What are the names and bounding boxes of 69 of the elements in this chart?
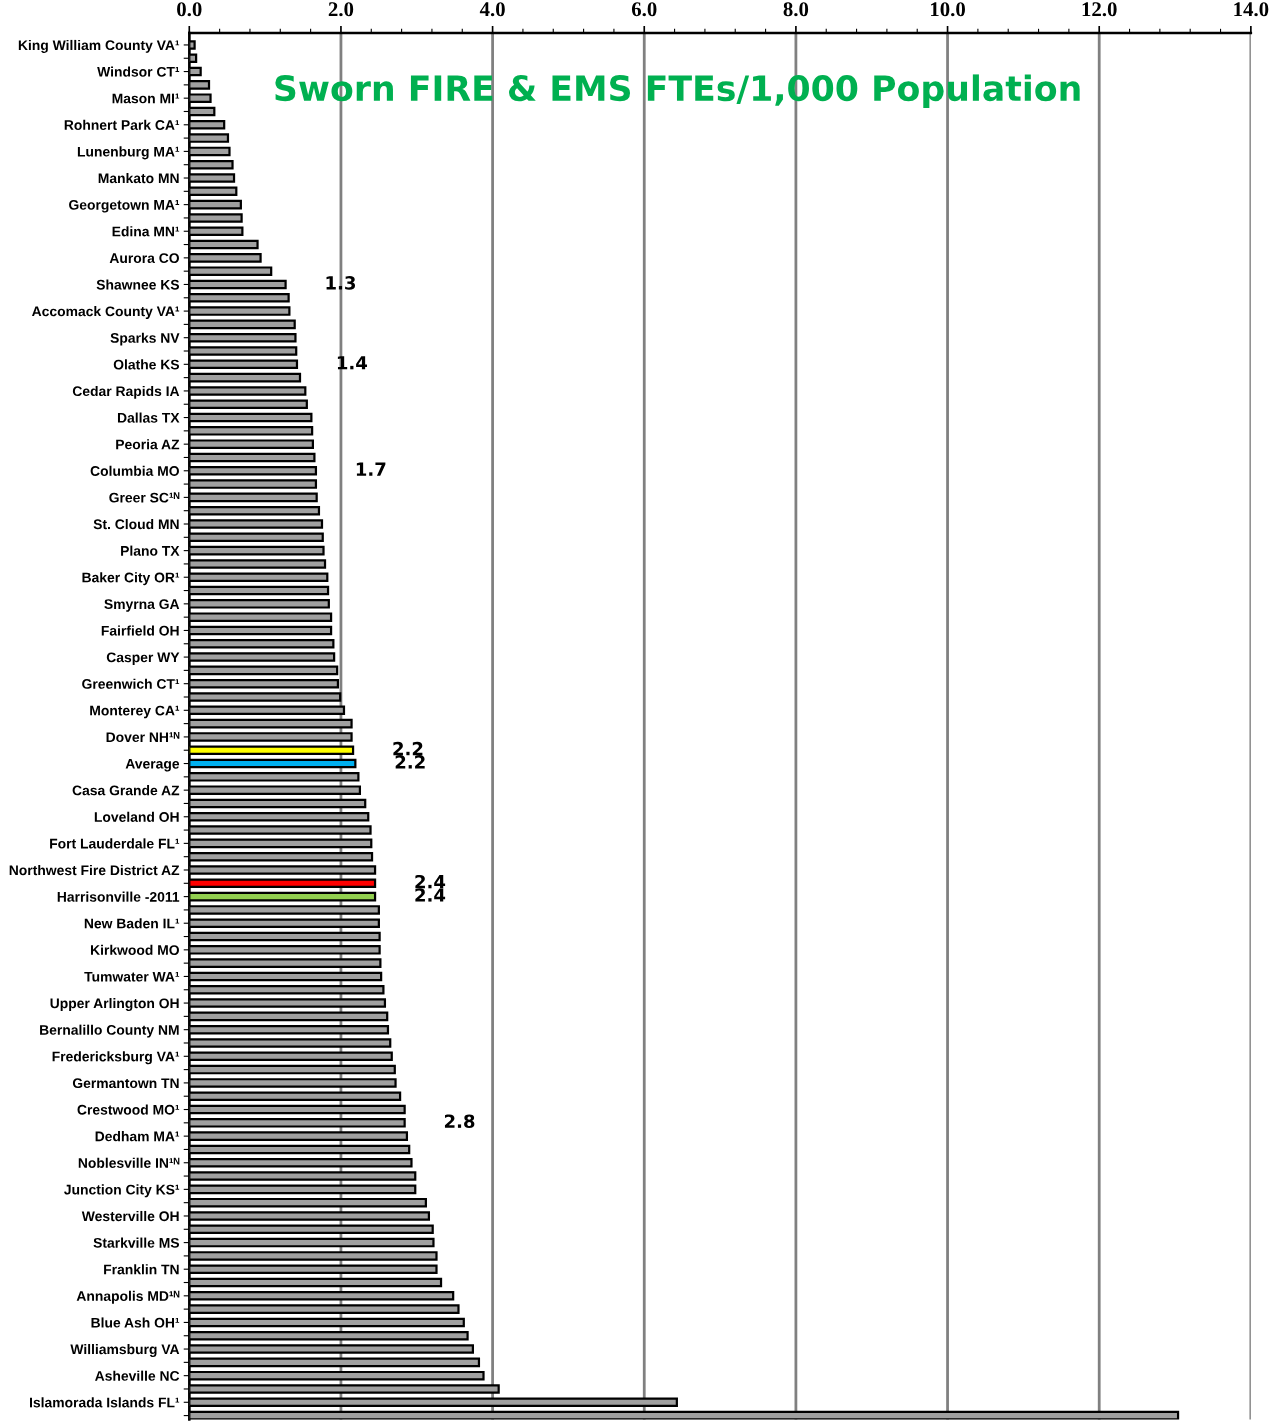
y-tick-label: Windsor CT¹ bbox=[97, 66, 180, 77]
y-tick-label: Annapolis MD¹ᴺ bbox=[76, 1290, 180, 1304]
y-tick-label: Williamsburg VA bbox=[70, 1344, 180, 1358]
y-tick-label: Islamorada Islands FL¹ bbox=[30, 1397, 180, 1408]
x-tick-label: 6.0 bbox=[631, 2, 657, 17]
y-tick-label: Crestwood MO¹ bbox=[77, 1104, 180, 1115]
y-tick-label: Harrisonville -2011 bbox=[57, 891, 180, 902]
y-tick-label: Fredericksburg VA¹ bbox=[52, 1051, 180, 1065]
y-tick-label: Greenwich CT¹ bbox=[82, 678, 180, 689]
data-label: 1.4 bbox=[337, 356, 368, 370]
text: Sworn FIRE & EMS FTEs/1,000 Population bbox=[275, 74, 1080, 109]
y-tick-label: Germantown TN bbox=[72, 1078, 179, 1089]
y-tick-label: Bernalillo County NM bbox=[40, 1024, 179, 1038]
y-tick-label: Smyrna GA bbox=[104, 599, 180, 612]
y-tick-label: King William County VA¹ bbox=[18, 39, 180, 53]
y-tick-label: Dallas TX bbox=[117, 412, 180, 423]
y-tick-label: Dedham MA¹ bbox=[95, 1131, 180, 1142]
y-tick-label: Loveland OH bbox=[94, 811, 179, 822]
y-tick-label: Peoria AZ bbox=[116, 439, 180, 450]
y-tick-label: Greer SC¹ᴺ bbox=[109, 492, 180, 503]
y-tick-label: Dover NH¹ᴺ bbox=[106, 731, 180, 743]
y-tick-label: St. Cloud MN bbox=[93, 518, 179, 530]
y-tick-label: New Baden IL¹ bbox=[84, 918, 180, 929]
y-tick-label: Average bbox=[125, 758, 180, 772]
data-label: 2.2 bbox=[395, 755, 425, 769]
y-tick-label: Upper Arlington OH bbox=[50, 998, 179, 1012]
x-tick-label: 4.0 bbox=[479, 2, 505, 17]
y-tick-label: Rohnert Park CA¹ bbox=[64, 119, 180, 130]
y-tick-label: Monterey CA¹ bbox=[90, 705, 180, 719]
y-tick-label: Edina MN¹ bbox=[112, 226, 180, 237]
data-label: 1.3 bbox=[326, 276, 356, 290]
y-tick-label: Baker City OR¹ bbox=[82, 572, 180, 586]
x-tick-label: 2.0 bbox=[328, 2, 354, 17]
data-label: 2.8 bbox=[444, 1114, 475, 1129]
y-tick-label: Starkville MS bbox=[93, 1237, 180, 1248]
y-tick-label: Columbia MO bbox=[90, 465, 179, 476]
y-tick-label: Casper WY bbox=[106, 652, 180, 665]
data-label: 2.2 bbox=[393, 741, 423, 756]
x-tick-label: 12.0 bbox=[1082, 2, 1117, 17]
y-tick-label: Accomack County VA¹ bbox=[31, 306, 180, 319]
x-tick-label: 0.0 bbox=[177, 2, 202, 17]
y-tick-label: Kirkwood MO bbox=[91, 944, 179, 955]
y-tick-label: Tumwater WA¹ bbox=[84, 971, 180, 982]
y-tick-label: Aurora CO bbox=[109, 253, 179, 264]
y-tick-label: Fairfield OH bbox=[101, 625, 179, 636]
y-tick-label: Sparks NV bbox=[110, 332, 180, 346]
y-tick-label: Shawnee KS bbox=[96, 279, 180, 290]
y-tick-label: Olathe KS bbox=[113, 359, 180, 370]
y-tick-label: Junction City KS¹ bbox=[64, 1184, 180, 1198]
y-tick-label: Plano TX bbox=[121, 545, 180, 556]
data-label: 1.7 bbox=[356, 462, 386, 476]
y-tick-label: Georgetown MA¹ bbox=[69, 199, 180, 213]
x-tick-label: 8.0 bbox=[783, 2, 809, 17]
y-tick-label: Mason MI¹ bbox=[112, 93, 180, 104]
y-tick-label: Asheville NC bbox=[95, 1370, 180, 1381]
y-tick-label: Lunenburg MA¹ bbox=[77, 146, 180, 160]
y-tick-label: Cedar Rapids IA bbox=[72, 385, 180, 399]
y-tick-label: Mankato MN bbox=[98, 172, 179, 184]
y-tick-label: Blue Ash OH¹ bbox=[91, 1317, 180, 1328]
y-tick-label: Westerville OH bbox=[81, 1210, 179, 1222]
x-tick-label: 14.0 bbox=[1234, 2, 1269, 17]
y-tick-label: Fort Lauderdale FL¹ bbox=[50, 838, 180, 849]
y-tick-label: Northwest Fire District AZ bbox=[9, 864, 180, 876]
x-tick-label: 10.0 bbox=[931, 2, 965, 17]
data-label: 2.4 bbox=[415, 888, 446, 902]
y-tick-label: Noblesville IN¹ᴺ bbox=[78, 1157, 180, 1168]
y-tick-label: Casa Grande AZ bbox=[72, 785, 180, 796]
data-label: 2.4 bbox=[415, 874, 446, 889]
y-tick-label: Franklin TN bbox=[104, 1264, 179, 1275]
